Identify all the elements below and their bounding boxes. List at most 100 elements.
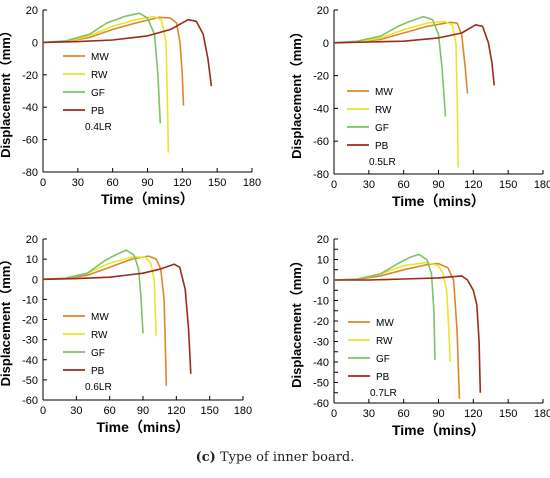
- series-line-gf: [42, 249, 144, 334]
- y-tick-label: -20: [313, 71, 329, 83]
- series-line-rw: [333, 20, 459, 168]
- y-tick-label: -40: [22, 355, 38, 367]
- legend-label-mw: MW: [376, 318, 394, 329]
- x-tick-label: 90: [432, 179, 444, 191]
- y-tick-label: -10: [22, 294, 38, 306]
- x-tick-label: 0: [40, 177, 46, 189]
- series-line-rw: [42, 15, 170, 153]
- legend-label-rw: RW: [91, 70, 108, 81]
- x-tick-label: 30: [363, 408, 375, 420]
- load-ratio-annotation: 0.5LR: [369, 157, 396, 168]
- y-tick-label: -60: [22, 135, 38, 147]
- series-line-pb: [42, 263, 192, 374]
- legend-label-rw: RW: [91, 330, 108, 341]
- y-tick-label: 0: [32, 274, 38, 286]
- x-tick-label: 120: [464, 179, 482, 191]
- series-line-mw: [42, 16, 185, 106]
- caption-text: Type of inner board.: [215, 450, 355, 465]
- series-line-mw: [42, 255, 168, 386]
- x-tick-label: 120: [173, 177, 191, 189]
- legend-label-mw: MW: [91, 52, 109, 63]
- chart-panel-2: 0 30 60 90 120 150 180 -80 -60 -40 -20 0 20 Time（mins…: [289, 5, 550, 209]
- y-tick-label: -40: [313, 103, 329, 115]
- y-tick-label: -60: [22, 395, 38, 407]
- x-axis-title: Time（mins）: [392, 422, 485, 438]
- x-tick-label: 0: [331, 179, 337, 191]
- x-tick-label: 90: [432, 408, 444, 420]
- x-tick-label: 90: [141, 177, 153, 189]
- y-axis-title: Displacement（mm）: [0, 253, 13, 387]
- y-axis-title: Displacement（mm）: [0, 24, 13, 158]
- chart-panel-3: 0 30 60 90 120 150 180 -60 -50 -40 -30 -20 -10 0 10 20 T…: [0, 234, 252, 435]
- legend: MW RW GF PB 0.5LR: [347, 87, 396, 168]
- y-tick-label: 0: [32, 37, 38, 49]
- x-tick-label: 60: [398, 179, 410, 191]
- y-tick-label: 0: [323, 38, 329, 50]
- legend: MW RW GF PB 0.6LR: [63, 312, 112, 393]
- y-tick-label: -20: [313, 316, 329, 328]
- y-tick-label: 20: [317, 5, 329, 17]
- x-tick-label: 60: [104, 405, 116, 417]
- y-axis-title: Displacement（mm）: [289, 25, 304, 159]
- y-tick-label: -40: [313, 357, 329, 369]
- chart-panel-4: 0 30 60 90 120 150 180 -60 -50 -40 -30 -20 -10 0 10 20 T…: [289, 234, 550, 438]
- x-tick-label: 30: [363, 179, 375, 191]
- y-tick-label: 10: [317, 255, 329, 267]
- x-axis-title: Time（mins）: [101, 191, 194, 207]
- y-tick-label: 20: [317, 234, 329, 246]
- x-tick-label: 150: [499, 408, 517, 420]
- y-tick-label: -80: [313, 169, 329, 181]
- series-line-gf: [333, 253, 436, 360]
- load-ratio-annotation: 0.4LR: [85, 122, 112, 133]
- legend-label-pb: PB: [376, 372, 390, 383]
- legend-label-rw: RW: [376, 336, 393, 347]
- figure-caption: (c) Type of inner board.: [0, 450, 550, 465]
- x-tick-label: 180: [534, 408, 550, 420]
- x-tick-label: 90: [137, 405, 149, 417]
- y-tick-label: -30: [22, 335, 38, 347]
- series-line-mw: [333, 262, 461, 399]
- legend-label-rw: RW: [375, 105, 392, 116]
- y-tick-label: -50: [22, 375, 38, 387]
- series-line-pb: [334, 275, 482, 393]
- x-axis-title: Time（mins）: [392, 193, 485, 209]
- x-tick-label: 120: [167, 405, 185, 417]
- x-tick-label: 60: [398, 408, 410, 420]
- legend: MW RW GF PB 0.7LR: [348, 318, 397, 399]
- x-tick-label: 180: [243, 177, 261, 189]
- y-tick-label: 0: [323, 275, 329, 287]
- y-tick-label: 10: [26, 254, 38, 266]
- x-tick-label: 150: [200, 405, 218, 417]
- x-tick-label: 30: [70, 405, 82, 417]
- legend-label-pb: PB: [91, 366, 105, 377]
- load-ratio-annotation: 0.6LR: [85, 382, 112, 393]
- y-tick-label: -60: [313, 398, 329, 410]
- series-line-gf: [42, 12, 162, 124]
- y-tick-label: -40: [22, 102, 38, 114]
- x-axis-title: Time（mins）: [96, 419, 189, 435]
- y-tick-label: -10: [313, 296, 329, 308]
- y-tick-label: -60: [313, 136, 329, 148]
- x-tick-label: 180: [534, 179, 550, 191]
- x-tick-label: 0: [331, 408, 337, 420]
- caption-tag: (c): [195, 450, 216, 465]
- legend-label-mw: MW: [91, 312, 109, 323]
- y-axis-title: Displacement（mm）: [289, 254, 304, 388]
- x-tick-label: 60: [107, 177, 119, 189]
- x-tick-label: 150: [499, 179, 517, 191]
- legend: MW RW GF PB 0.4LR: [63, 52, 112, 133]
- series-line-pb: [42, 18, 213, 87]
- legend-label-pb: PB: [91, 106, 105, 117]
- x-tick-label: 180: [234, 405, 252, 417]
- legend-label-mw: MW: [375, 87, 393, 98]
- x-tick-label: 0: [40, 405, 46, 417]
- x-tick-label: 150: [208, 177, 226, 189]
- legend-label-gf: GF: [375, 123, 389, 134]
- y-tick-label: -80: [22, 167, 38, 179]
- chart-panel-1: 0 30 60 90 120 150 180 -80 -60 -40 -20 0 20 Time（mins…: [0, 5, 261, 207]
- x-tick-label: 120: [464, 408, 482, 420]
- y-tick-label: -20: [22, 315, 38, 327]
- y-tick-label: -50: [313, 378, 329, 390]
- series-line-mw: [333, 21, 469, 94]
